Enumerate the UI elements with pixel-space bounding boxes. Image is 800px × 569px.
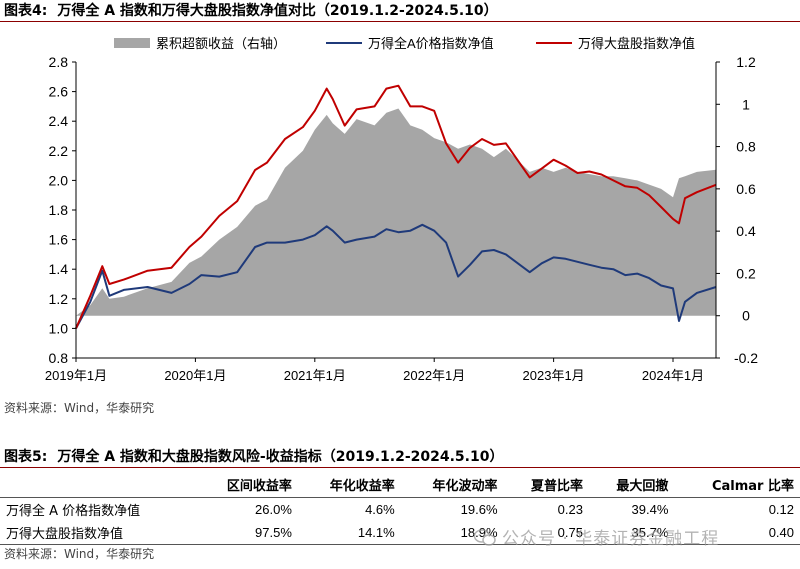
watermark-text: 公众号 · 华泰证券金融工程 [502,529,720,549]
header-name [0,472,196,498]
risk-return-table: 区间收益率 年化收益率 年化波动率 夏普比率 最大回撤 Calmar 比率 万得… [0,472,800,545]
left-tick-label: 2.0 [49,172,69,188]
right-tick-label: 0.6 [736,181,756,197]
left-tick-label: 2.2 [49,143,69,159]
figure-5-source: 资料来源：Wind，华泰研究 [4,547,155,561]
legend-label: 累积超额收益（右轴） [156,36,286,51]
x-tick-label: 2021年1月 [284,368,346,383]
cell-calmar: 0.40 [674,521,800,545]
cell-max-drawdown: 35.7% [588,521,675,545]
left-tick-label: 2.8 [49,54,69,70]
cell-sharpe: 0.75 [503,521,589,545]
right-tick-label: 1.2 [736,54,756,70]
figure-4-title: 图表4: 万得全 A 指数和万得大盘股指数净值对比（2019.1.2-2024.5… [0,0,800,22]
left-tick-label: 1.8 [49,202,69,218]
index-lines-layer [75,84,717,329]
left-tick-label: 0.8 [49,350,69,366]
header-interval-return: 区间收益率 [195,472,298,498]
figure-5-title-text: 万得全 A 指数和大盘股指数风险-收益指标（2019.1.2-2024.5.10… [57,449,504,465]
figure-4-label: 图表4: [4,3,48,19]
cell-annual-return: 4.6% [365,502,395,517]
x-tick-label: 2019年1月 [45,368,107,383]
table-row: 万得全 A 价格指数净值 26.0% 4.6% 19.6% 0.23 39.4%… [0,498,800,522]
figure-5-label: 图表5: [4,449,48,465]
header-calmar: Calmar 比率 [674,472,800,498]
net-value-chart: 累积超额收益（右轴） 万得全A价格指数净值 万得大盘股指数净值 0.8 1.0 1.2 1… [45,36,758,383]
large-cap-index-line [75,84,717,329]
right-tick-label: -0.2 [734,350,758,366]
wechat-icon [474,529,496,546]
right-tick-label: 1 [742,96,750,112]
figure-4-title-text: 万得全 A 指数和万得大盘股指数净值对比（2019.1.2-2024.5.10） [57,3,498,19]
cell-max-drawdown: 39.4% [631,502,669,517]
x-tick-label: 2020年1月 [164,368,226,383]
legend-label: 万得全A价格指数净值 [368,36,494,51]
row-name: 万得大盘股指数净值 [0,521,196,545]
cell-interval-return: 97.5% [195,521,298,545]
left-tick-label: 2.6 [49,84,69,100]
excess-return-area [76,108,716,316]
figure-4-source: 资料来源：Wind，华泰研究 [4,401,155,415]
left-tick-label: 1.6 [49,232,69,248]
figure-5-title: 图表5: 万得全 A 指数和大盘股指数风险-收益指标（2019.1.2-2024.… [0,446,800,468]
legend-label: 万得大盘股指数净值 [578,36,695,51]
chart-legend: 累积超额收益（右轴） 万得全A价格指数净值 万得大盘股指数净值 [114,36,695,51]
table-header-row: 区间收益率 年化收益率 年化波动率 夏普比率 最大回撤 Calmar 比率 [0,472,800,498]
right-tick-label: 0.8 [736,139,756,155]
header-sharpe: 夏普比率 [503,472,589,498]
excess-return-area-layer [76,108,716,316]
axes-layer: 0.8 1.0 1.2 1.4 1.6 1.8 2.0 2.2 2.4 2.6 2.8 -0.2 0 0.… [45,54,758,383]
right-tick-label: 0 [742,308,750,324]
header-max-drawdown: 最大回撤 [588,472,675,498]
left-tick-label: 1.2 [49,291,69,307]
right-tick-label: 0.4 [736,223,756,239]
left-tick-label: 2.4 [49,113,69,129]
cell-annual-return: 14.1% [297,521,401,545]
table-row: 万得大盘股指数净值 97.5% 14.1% 18.9% 0.75 35.7% 0… [0,521,800,545]
x-tick-label: 2022年1月 [403,368,465,383]
all-a-index-line [75,223,717,329]
left-tick-label: 1.0 [49,320,69,336]
x-tick-label: 2024年1月 [642,368,704,383]
cell-calmar: 0.12 [768,502,794,517]
legend-swatch-excess-return [114,38,150,48]
cell-interval-return: 26.0% [255,502,292,517]
header-annual-volatility: 年化波动率 [400,472,504,498]
header-annual-return: 年化收益率 [297,472,401,498]
watermark: 公众号 · 华泰证券金融工程 [474,524,719,549]
cell-sharpe: 0.23 [557,502,583,517]
left-tick-label: 1.4 [49,261,69,277]
x-tick-label: 2023年1月 [523,368,585,383]
cell-annual-volatility: 19.6% [460,502,498,517]
right-tick-label: 0.2 [736,265,756,281]
row-name: 万得全 A 价格指数净值 [6,504,141,519]
